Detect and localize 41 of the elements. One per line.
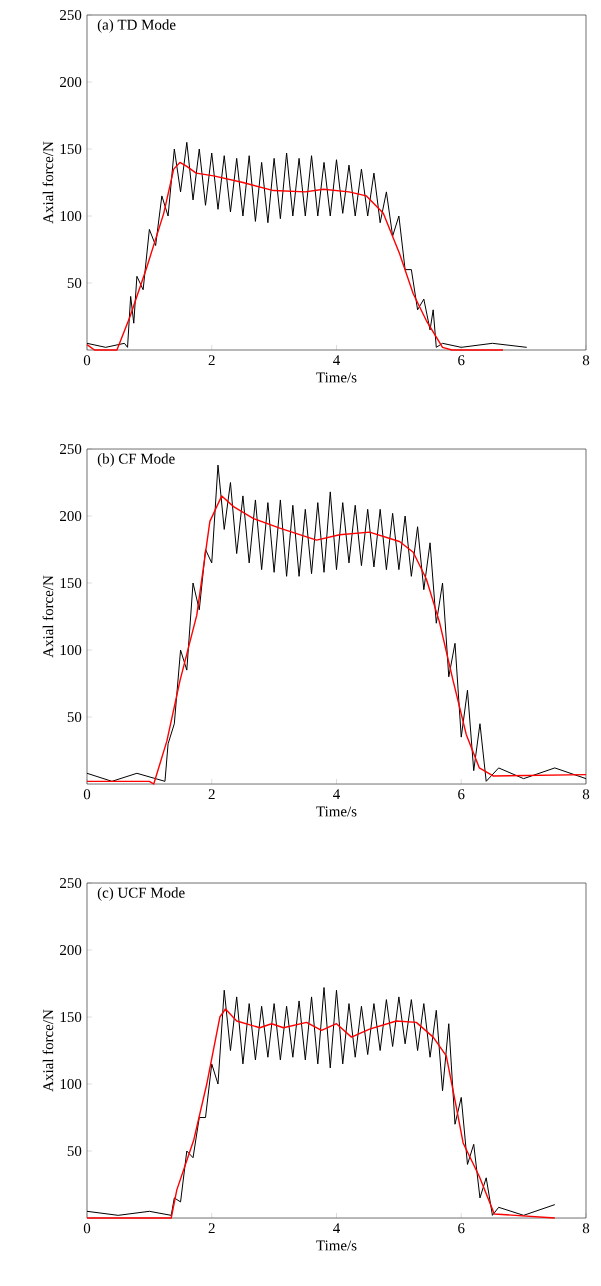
y-tick-label: 150 bbox=[60, 143, 82, 155]
y-tick-label: 150 bbox=[60, 1011, 82, 1023]
y-tick-label: 250 bbox=[60, 9, 82, 21]
line-series bbox=[86, 141, 528, 348]
chart-title: (c) UCF Mode bbox=[97, 887, 185, 901]
x-axis-title: Time/s bbox=[316, 806, 357, 817]
y-tick-label: 250 bbox=[60, 877, 82, 889]
chart-title: (b) CF Mode bbox=[97, 453, 175, 467]
y-tick-label: 200 bbox=[60, 76, 82, 88]
y-axis-title: Axial force/N bbox=[42, 1009, 54, 1092]
y-tick-label: 150 bbox=[60, 577, 82, 589]
x-tick-label: 0 bbox=[83, 1223, 91, 1234]
y-axis-title: Axial force/N bbox=[42, 575, 54, 658]
x-tick-label: 0 bbox=[83, 789, 91, 800]
x-axis-title: Time/s bbox=[316, 1240, 357, 1251]
x-tick-label: 6 bbox=[458, 355, 465, 366]
y-axis-title: Axial force/N bbox=[42, 141, 54, 224]
x-tick-label: 6 bbox=[458, 1223, 465, 1234]
x-tick-label: 8 bbox=[582, 1223, 590, 1234]
x-tick-label: 4 bbox=[333, 789, 340, 800]
y-tick-label: 100 bbox=[60, 644, 82, 656]
x-tick-label: 4 bbox=[333, 355, 340, 366]
x-tick-label: 2 bbox=[208, 1223, 215, 1234]
y-tick-label: 200 bbox=[60, 510, 82, 522]
y-tick-label: 250 bbox=[60, 443, 82, 455]
x-tick-label: 4 bbox=[333, 1223, 340, 1234]
y-tick-label: 100 bbox=[60, 210, 82, 222]
y-tick-label: 50 bbox=[67, 1145, 82, 1157]
line-series bbox=[86, 161, 504, 351]
x-tick-label: 2 bbox=[208, 789, 215, 800]
x-axis-title: Time/s bbox=[316, 372, 357, 383]
x-tick-label: 2 bbox=[208, 355, 215, 366]
x-tick-label: 8 bbox=[582, 355, 590, 366]
x-tick-label: 8 bbox=[582, 789, 590, 800]
y-tick-label: 200 bbox=[60, 944, 82, 956]
x-tick-label: 6 bbox=[458, 789, 465, 800]
chart-title: (a) TD Mode bbox=[97, 19, 176, 33]
y-tick-label: 50 bbox=[67, 711, 82, 723]
y-tick-label: 50 bbox=[67, 277, 82, 289]
y-tick-label: 100 bbox=[60, 1078, 82, 1090]
x-tick-label: 0 bbox=[83, 355, 91, 366]
